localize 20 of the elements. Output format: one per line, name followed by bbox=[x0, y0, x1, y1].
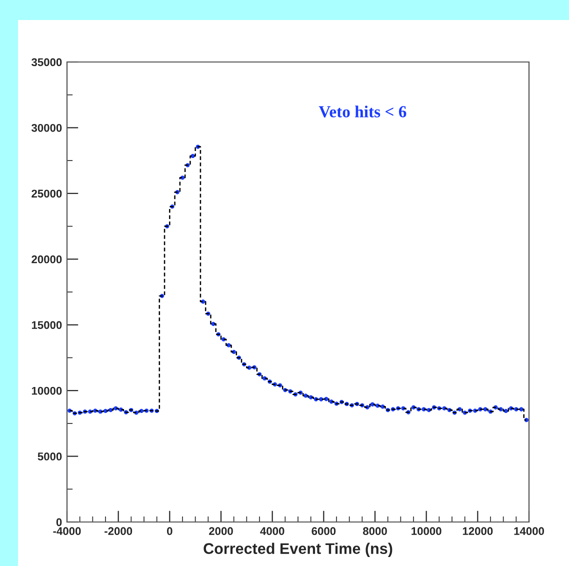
y-tick-label: 25000 bbox=[32, 190, 62, 198]
x-tick-label: 8000 bbox=[362, 527, 387, 536]
y-tick-label: 5000 bbox=[38, 452, 62, 460]
x-axis-title: Corrected Event Time (ns) bbox=[204, 542, 392, 558]
x-tick-label: -4000 bbox=[53, 527, 81, 536]
x-tick-label: 0 bbox=[167, 527, 172, 536]
y-tick-label: 15000 bbox=[32, 321, 62, 329]
annotation: Veto hits < 6 bbox=[318, 106, 406, 118]
y-tick-label: 0 bbox=[56, 518, 62, 526]
y-tick-label: 20000 bbox=[32, 255, 62, 264]
x-tick-label: 2000 bbox=[209, 527, 233, 536]
y-tick-label: 30000 bbox=[32, 124, 62, 132]
y-tick-label: 10000 bbox=[32, 386, 62, 395]
y-tick-label: 35000 bbox=[32, 58, 62, 66]
x-tick-label: -2000 bbox=[104, 527, 132, 536]
x-tick-label: 10000 bbox=[412, 527, 442, 536]
x-tick-label: 4000 bbox=[260, 527, 284, 536]
x-tick-label: 14000 bbox=[514, 527, 544, 536]
x-tick-label: 12000 bbox=[462, 527, 493, 536]
x-tick-label: 6000 bbox=[312, 527, 336, 536]
